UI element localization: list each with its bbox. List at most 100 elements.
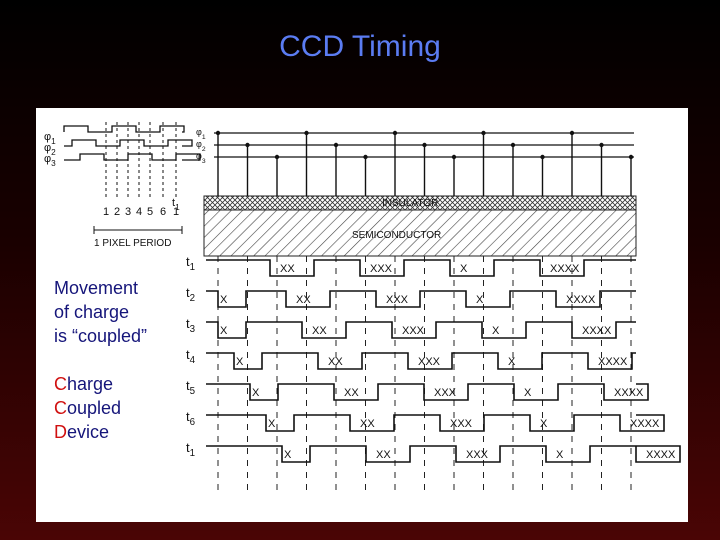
clock-time-label: 5 [147,206,153,218]
potential-profile [206,321,636,339]
clock-waveform [63,125,185,133]
electrode-contact [215,130,221,136]
electrode-phase-label-subscript: 3 [202,158,206,165]
figure-panel [36,108,688,522]
electrode-contact [481,130,486,136]
time-label-subscript: 4 [190,355,196,366]
acronym: Charge Coupled Device [54,372,121,444]
acronym-rest: evice [67,422,110,442]
caption-line: of charge [54,302,130,322]
electrode-contact [451,154,457,160]
clock-time-label: 6 [160,206,166,218]
clock-phase-label-symbol: φ [44,131,51,143]
clock-end-label-subscript: 1 [175,203,180,212]
clock-phase-label: φ2 [44,142,56,157]
time-label-symbol: t [186,285,190,300]
electrode-phase-label-symbol: φ [196,151,202,161]
electrode-contact [569,130,575,136]
well-charge: XX [360,418,375,430]
well-charge: X [476,294,484,306]
well-charge: XXX [402,325,425,337]
well-charge: X [220,325,228,337]
time-label-symbol: t [186,409,190,424]
potential-profile [206,383,649,401]
time-label: t1 [186,440,195,459]
time-label-symbol: t [186,347,190,362]
time-label-symbol: t [186,316,190,331]
clock-phase-label: φ1 [44,131,56,146]
potential-profile [206,259,636,277]
clock-time-label: 2 [114,206,120,218]
well-charge: X [220,294,228,306]
electrode-contact [333,142,339,148]
clock-end-label: t1 [172,197,180,212]
acronym-initial: D [54,422,67,442]
well-charge: X [284,449,292,461]
potential-profile [206,352,636,370]
time-label-subscript: 2 [190,293,195,304]
well-charge: XX [296,294,311,306]
clock-phase-label-subscript: 1 [51,137,56,146]
well-charge: X [492,325,500,337]
electrode-contact [274,154,280,160]
clock-waveform [64,153,201,161]
electrode-phase-label: φ3 [196,151,206,165]
well-charge: XXX [370,263,393,275]
caption-line: is “coupled” [54,326,148,346]
well-charge: XXX [450,418,473,430]
electrode-contact [392,130,398,136]
time-label: t4 [186,347,196,366]
electrode-contact [510,142,516,148]
well-charge: XXXX [566,294,596,306]
caption: Movement of charge is “coupled” [54,276,147,348]
time-label-subscript: 3 [190,324,195,335]
acronym-word: Coupled [54,396,121,420]
insulator-label: INSULATOR [382,198,438,209]
well-charge: XXX [386,294,409,306]
well-charge: X [508,356,516,368]
time-label-symbol: t [186,254,190,269]
time-label-subscript: 1 [190,262,195,273]
electrode-contact [628,154,634,160]
potential-profile [206,414,665,432]
acronym-word: Charge [54,372,121,396]
time-label: t5 [186,378,196,397]
electrode-contact [422,142,427,148]
well-charge: XXXX [582,325,612,337]
clock-phase-label-subscript: 2 [51,148,56,157]
time-label-symbol: t [186,378,190,393]
acronym-rest: oupled [67,398,122,418]
clock-phase-label-subscript: 3 [51,159,56,168]
well-charge: XX [312,325,327,337]
caption-line: Movement [54,278,139,298]
clock-time-label: 4 [136,206,142,218]
semiconductor-layer [203,209,637,257]
electrode-contact [363,154,368,160]
clock-end-label-symbol: t [172,197,175,209]
pixel-period-label: 1 PIXEL PERIOD [94,238,171,249]
well-charge: XXXX [550,263,580,275]
clock-phase-label-symbol: φ [44,153,51,165]
time-label: t1 [186,254,195,273]
well-charge: XXXX [646,449,676,461]
well-charge: XXX [418,356,441,368]
potential-profile [206,290,636,308]
well-charge: XX [376,449,391,461]
well-charge: X [268,418,276,430]
well-charge: X [524,387,532,399]
electrode-contact [599,142,604,148]
acronym-initial: C [54,374,67,394]
acronym-word: Device [54,420,121,444]
time-label-subscript: 5 [190,386,196,397]
well-charge: X [236,356,244,368]
time-label-subscript: 1 [190,448,195,459]
pixel-period-arrow [93,226,183,234]
slide-title: CCD Timing [279,30,441,63]
clock-phase-label: φ3 [44,153,56,168]
time-label-symbol: t [186,440,190,455]
well-charge: X [460,263,468,275]
well-charge: XXXX [598,356,628,368]
well-charge: XXXX [614,387,644,399]
